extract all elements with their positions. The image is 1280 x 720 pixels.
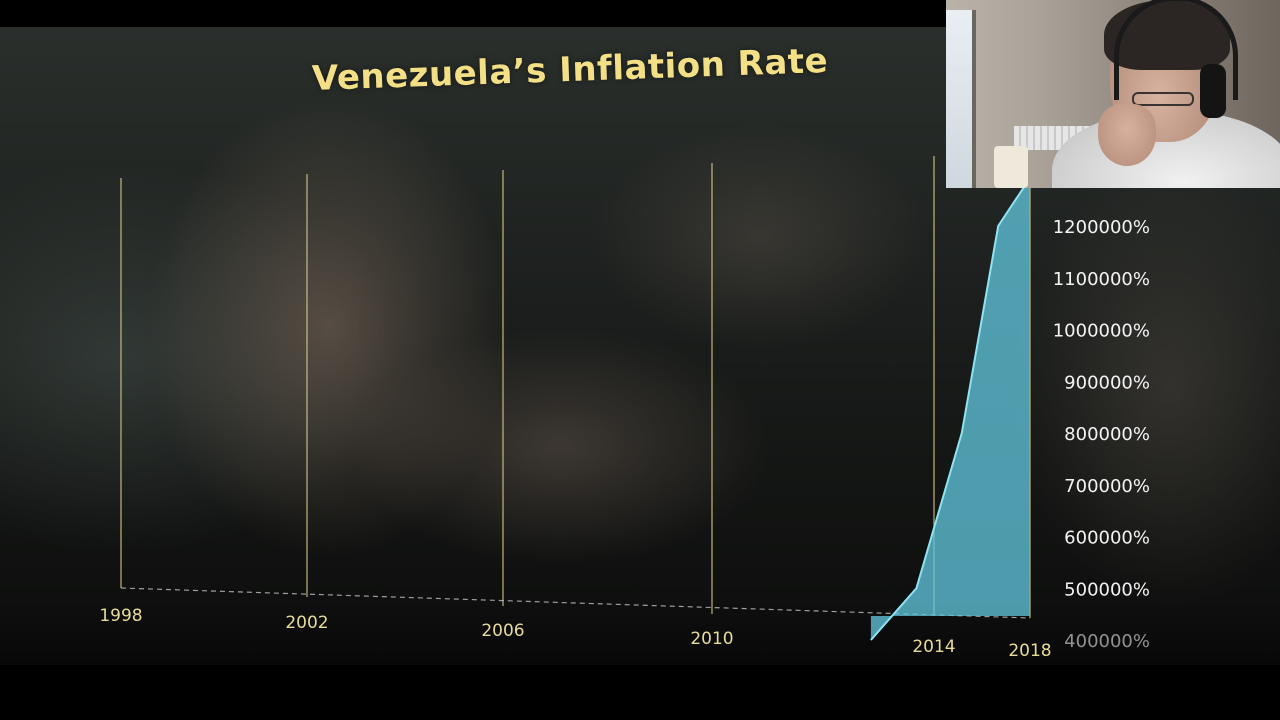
y-tick-1200000%: 1200000% bbox=[1053, 217, 1150, 238]
headphone-earcup bbox=[1200, 64, 1226, 118]
y-tick-800000%: 800000% bbox=[1064, 424, 1150, 445]
y-tick-500000%: 500000% bbox=[1064, 579, 1150, 600]
x-tick-2006: 2006 bbox=[481, 621, 524, 641]
x-tick-labels: 1998 2002 2006 2010 2014 2018 bbox=[99, 606, 1051, 661]
inflation-area bbox=[870, 178, 1030, 640]
y-tick-1100000%: 1100000% bbox=[1053, 269, 1150, 290]
series-area bbox=[870, 177, 1031, 641]
webcam-window bbox=[946, 10, 976, 188]
presenter-webcam bbox=[946, 0, 1280, 188]
webcam-hand bbox=[1098, 104, 1156, 166]
y-tick-900000%: 900000% bbox=[1064, 372, 1150, 393]
y-tick-700000%: 700000% bbox=[1064, 476, 1150, 497]
y-tick-400000%: 400000% bbox=[1064, 631, 1150, 652]
x-tick-2018: 2018 bbox=[1008, 641, 1051, 661]
y-tick-1000000%: 1000000% bbox=[1053, 321, 1150, 342]
x-tick-2014: 2014 bbox=[912, 637, 955, 657]
baseline-dashed bbox=[120, 587, 1031, 619]
x-tick-2002: 2002 bbox=[285, 613, 328, 633]
x-tick-1998: 1998 bbox=[99, 606, 142, 626]
x-tick-2010: 2010 bbox=[690, 629, 733, 649]
gridlines bbox=[120, 156, 1031, 619]
y-tick-labels: 1200000% 1100000% 1000000% 900000% 800000% 70… bbox=[1053, 217, 1150, 652]
y-tick-600000%: 600000% bbox=[1064, 528, 1150, 549]
headphones-icon bbox=[1114, 0, 1238, 100]
webcam-lamp bbox=[994, 146, 1028, 188]
